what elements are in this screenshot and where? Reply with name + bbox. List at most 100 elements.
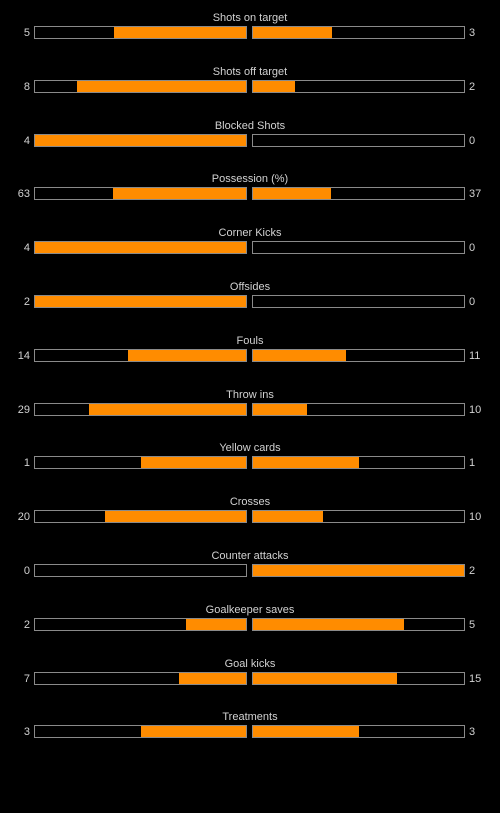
home-bar — [34, 563, 247, 577]
home-value: 8 — [23, 80, 30, 93]
home-bar — [34, 617, 247, 631]
stat-label: Throw ins — [226, 388, 274, 401]
away-bar-fill — [253, 618, 404, 630]
away-bar-fill — [253, 349, 346, 361]
stat-row: Shots off target 8 2 — [0, 65, 500, 119]
away-value: 5 — [469, 618, 476, 631]
away-value: 10 — [469, 511, 482, 524]
away-bar-fill — [253, 672, 397, 684]
away-bar-fill — [253, 457, 359, 469]
stat-label: Goal kicks — [224, 657, 276, 670]
home-value: 0 — [23, 564, 30, 577]
stat-label: Shots off target — [212, 65, 288, 78]
stat-row: Goal kicks 7 15 — [0, 657, 500, 711]
home-bar-fill — [140, 457, 246, 469]
home-value: 20 — [17, 511, 30, 524]
stat-row: Treatments 3 3 — [0, 710, 500, 764]
home-bar — [34, 402, 247, 416]
away-bar — [252, 456, 465, 470]
home-value: 4 — [23, 134, 30, 147]
home-bar-fill — [35, 242, 246, 254]
away-bar-fill — [253, 188, 332, 200]
home-bar-fill — [140, 726, 246, 738]
home-bar-fill — [89, 403, 246, 415]
stat-label: Possession (%) — [211, 173, 289, 186]
home-bar-fill — [105, 511, 246, 523]
away-bar — [252, 563, 465, 577]
stat-label: Goalkeeper saves — [205, 603, 295, 616]
home-value: 7 — [23, 672, 30, 685]
stat-row: Crosses 20 10 — [0, 495, 500, 549]
home-value: 4 — [23, 242, 30, 255]
stat-label: Corner Kicks — [218, 227, 282, 240]
stat-label: Fouls — [236, 334, 264, 347]
home-bar — [34, 133, 247, 147]
away-value: 2 — [469, 564, 476, 577]
home-bar-fill — [35, 295, 246, 307]
home-value: 63 — [17, 188, 30, 201]
away-bar — [252, 294, 465, 308]
home-bar — [34, 510, 247, 524]
home-bar — [34, 26, 247, 39]
stat-row: Corner Kicks 4 0 — [0, 226, 500, 280]
stat-label: Yellow cards — [219, 442, 281, 455]
home-bar-fill — [113, 188, 246, 200]
stat-row: Goalkeeper saves 2 5 — [0, 603, 500, 657]
away-value: 1 — [469, 457, 476, 470]
away-value: 3 — [469, 726, 476, 739]
home-bar-fill — [114, 27, 246, 38]
home-bar-fill — [35, 134, 246, 146]
away-value: 37 — [469, 188, 482, 201]
away-bar — [252, 617, 465, 631]
stat-row: Offsides 2 0 — [0, 280, 500, 334]
home-bar-fill — [127, 349, 246, 361]
away-bar-fill — [253, 564, 464, 576]
stat-row: Shots on target 5 3 — [0, 11, 500, 65]
home-bar-fill — [178, 672, 246, 684]
stat-label: Shots on target — [212, 12, 288, 24]
stat-label: Treatments — [222, 711, 278, 724]
away-value: 0 — [469, 295, 476, 308]
away-bar-fill — [253, 80, 296, 92]
away-bar — [252, 241, 465, 255]
away-bar — [252, 187, 465, 201]
away-bar-fill — [253, 403, 308, 415]
home-bar — [34, 294, 247, 308]
stat-row: Counter attacks 0 2 — [0, 549, 500, 603]
away-value: 0 — [469, 134, 476, 147]
away-bar-fill — [253, 27, 333, 38]
away-bar — [252, 671, 465, 685]
away-bar — [252, 79, 465, 93]
home-value: 1 — [23, 457, 30, 470]
away-value: 3 — [469, 27, 476, 39]
home-bar — [34, 348, 247, 362]
stat-label: Counter attacks — [211, 549, 289, 562]
away-bar — [252, 510, 465, 524]
stat-row: Possession (%) 63 37 — [0, 172, 500, 226]
home-bar — [34, 79, 247, 93]
away-bar-fill — [253, 726, 359, 738]
away-value: 10 — [469, 403, 482, 416]
home-value: 29 — [17, 403, 30, 416]
home-bar — [34, 187, 247, 201]
away-bar-fill — [253, 511, 324, 523]
match-stats-list: Shots on target 5 3 Shots off target 8 2… — [0, 11, 500, 764]
away-value: 15 — [469, 672, 482, 685]
home-bar-fill — [77, 80, 246, 92]
home-bar-fill — [185, 618, 246, 630]
home-value: 5 — [23, 27, 30, 39]
home-value: 2 — [23, 618, 30, 631]
away-bar — [252, 402, 465, 416]
home-bar — [34, 671, 247, 685]
away-value: 0 — [469, 242, 476, 255]
stat-row: Throw ins 29 10 — [0, 388, 500, 442]
away-bar — [252, 26, 465, 39]
away-bar — [252, 348, 465, 362]
home-value: 14 — [17, 349, 30, 362]
stat-row: Yellow cards 1 1 — [0, 441, 500, 495]
home-bar — [34, 725, 247, 739]
stat-label: Crosses — [229, 496, 271, 509]
stat-row: Blocked Shots 4 0 — [0, 119, 500, 173]
away-value: 2 — [469, 80, 476, 93]
stat-label: Offsides — [229, 280, 271, 293]
